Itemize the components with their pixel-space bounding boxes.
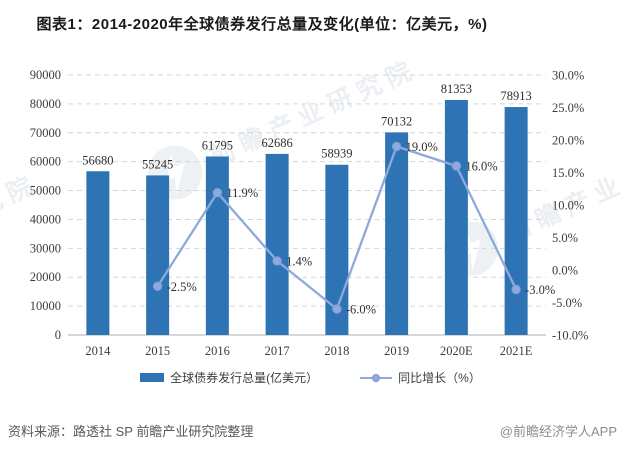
bar-2019 bbox=[385, 132, 409, 335]
right-axis-label: 30.0% bbox=[552, 69, 584, 83]
growth-label-2019: 19.0% bbox=[406, 140, 438, 154]
bar-2021E bbox=[504, 107, 528, 335]
chart-title: 图表1：2014-2020年全球债券发行总量及变化(单位：亿美元，%) bbox=[36, 16, 488, 33]
bar-2017 bbox=[265, 153, 289, 335]
growth-label-2020E: 16.0% bbox=[465, 160, 497, 174]
right-axis-label: -10.0% bbox=[552, 329, 588, 343]
growth-point-2016 bbox=[212, 187, 223, 198]
left-axis-label: 50000 bbox=[30, 184, 61, 198]
x-label-2019: 2019 bbox=[384, 344, 409, 358]
legend-item-bar-series: 全球债券发行总量(亿美元） bbox=[140, 369, 318, 386]
left-axis-label: 60000 bbox=[30, 155, 61, 169]
left-axis-label: 40000 bbox=[30, 212, 61, 226]
left-axis-label: 30000 bbox=[30, 241, 61, 255]
x-label-2021E: 2021E bbox=[500, 344, 533, 358]
growth-point-2021E bbox=[511, 284, 521, 295]
growth-point-2019 bbox=[391, 141, 402, 152]
bar-value-2017: 62686 bbox=[262, 136, 293, 150]
left-axis-label: 0 bbox=[55, 328, 61, 342]
x-label-2014: 2014 bbox=[85, 344, 111, 358]
x-label-2015: 2015 bbox=[145, 344, 170, 358]
right-axis-label: -5.0% bbox=[552, 296, 582, 310]
right-axis-label: 0.0% bbox=[552, 264, 578, 278]
left-axis-label: 20000 bbox=[30, 270, 61, 284]
left-axis-label: 90000 bbox=[30, 68, 61, 82]
growth-point-2017 bbox=[272, 256, 282, 266]
line-series-label: 同比增长（%） bbox=[398, 371, 481, 385]
growth-label-2016: 11.9% bbox=[226, 186, 258, 200]
left-axis-label: 80000 bbox=[30, 97, 61, 111]
bar-value-2021E: 78913 bbox=[501, 89, 532, 103]
right-axis-label: 25.0% bbox=[552, 101, 584, 115]
bar-value-2020E: 81353 bbox=[441, 82, 472, 96]
bar-value-2015: 55245 bbox=[142, 157, 173, 171]
right-axis-label: 15.0% bbox=[552, 166, 584, 180]
growth-point-2020E bbox=[451, 161, 462, 171]
x-label-2017: 2017 bbox=[265, 344, 290, 358]
source-text: 资料来源：路透社 SP 前瞻产业研究院整理 bbox=[8, 424, 254, 439]
right-axis-label: 20.0% bbox=[552, 134, 584, 148]
growth-label-2018: -6.0% bbox=[346, 303, 376, 317]
growth-label-2017: 1.4% bbox=[286, 254, 312, 268]
bar-series-label: 全球债券发行总量(亿美元） bbox=[170, 371, 319, 385]
bar-value-2018: 58939 bbox=[321, 147, 352, 161]
legend-line-marker bbox=[372, 373, 381, 382]
left-axis-label: 10000 bbox=[30, 299, 61, 313]
line-series-swatch-icon bbox=[360, 373, 393, 382]
growth-point-2018 bbox=[332, 304, 342, 314]
right-axis-label: 10.0% bbox=[552, 199, 584, 213]
bar-value-2014: 56680 bbox=[82, 153, 113, 167]
bar-2015 bbox=[146, 175, 170, 335]
growth-point-2015 bbox=[152, 281, 163, 291]
legend-item-line-series: 同比增长（%） bbox=[360, 369, 481, 386]
bar-2020E bbox=[444, 99, 468, 335]
chart-legend: 全球债券发行总量(亿美元） 同比增长（%） bbox=[0, 369, 621, 386]
growth-label-2021E: -3.0% bbox=[525, 283, 555, 297]
left-axis-label: 70000 bbox=[30, 126, 61, 140]
bar-2016 bbox=[205, 156, 229, 335]
growth-label-2015: -2.5% bbox=[167, 280, 197, 294]
bar-2014 bbox=[86, 171, 110, 335]
bar-value-2019: 70132 bbox=[381, 114, 412, 128]
app-credit-text: @前瞻经济学人APP bbox=[499, 424, 617, 439]
x-label-2020E: 2020E bbox=[440, 344, 473, 358]
bar-value-2016: 61795 bbox=[202, 138, 233, 152]
x-label-2016: 2016 bbox=[205, 344, 230, 358]
bar-series-swatch-icon bbox=[140, 373, 165, 382]
x-label-2018: 2018 bbox=[324, 344, 349, 358]
right-axis-label: 5.0% bbox=[552, 231, 578, 245]
